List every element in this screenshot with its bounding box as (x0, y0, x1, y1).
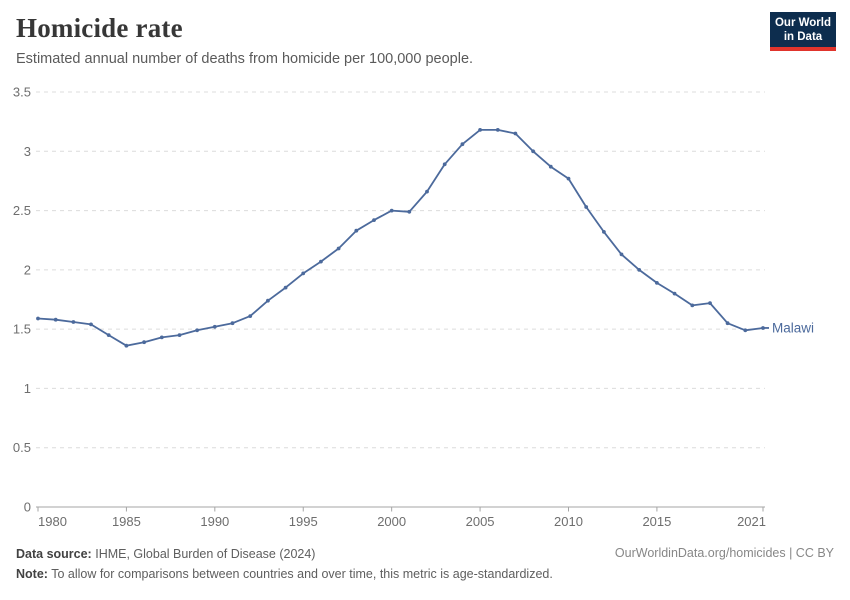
data-point (319, 259, 323, 264)
x-axis-tick-label: 1995 (289, 514, 318, 529)
data-point (372, 218, 376, 223)
data-point (266, 298, 270, 303)
data-point (513, 131, 518, 136)
data-point (743, 328, 748, 333)
y-axis-tick-label: 1 (24, 381, 31, 396)
page-title: Homicide rate (16, 13, 183, 43)
data-point (301, 271, 306, 276)
data-point (212, 324, 217, 329)
data-point (619, 252, 624, 257)
note-text: To allow for comparisons between countri… (51, 567, 553, 581)
data-point (637, 268, 642, 272)
data-point (36, 316, 40, 321)
owid-logo[interactable]: Our World in Data (770, 12, 836, 51)
data-point (708, 301, 712, 305)
data-point (71, 320, 76, 324)
data-point (336, 246, 341, 251)
data-point (248, 314, 253, 318)
note-label: Note: (16, 567, 48, 581)
data-point (89, 322, 93, 327)
footer-left: Data source: IHME, Global Burden of Dise… (16, 544, 553, 584)
data-point (142, 340, 147, 345)
data-point (124, 343, 129, 348)
owid-logo-line2: in Data (783, 31, 823, 43)
chart-subtitle: Estimated annual number of deaths from h… (16, 51, 474, 67)
owid-logo-line1: Our World (774, 17, 831, 29)
y-axis-tick-label: 0 (24, 500, 31, 515)
y-axis-tick-label: 1.5 (13, 322, 31, 337)
x-axis-tick-label: 1980 (38, 514, 67, 529)
x-axis-tick-label: 2005 (466, 514, 495, 529)
data-point (725, 321, 730, 326)
data-point (690, 303, 695, 308)
data-point (354, 228, 359, 233)
y-axis-tick-label: 2.5 (13, 203, 31, 218)
data-source-text: IHME, Global Burden of Disease (2024) (95, 547, 316, 561)
data-point (283, 285, 288, 290)
y-axis-tick-label: 3.5 (13, 85, 31, 100)
data-point (655, 281, 659, 285)
footer-link[interactable]: OurWorldinData.org/homicides | CC BY (614, 546, 834, 560)
data-point (159, 335, 164, 340)
x-axis-tick-label: 1985 (112, 514, 141, 529)
homicide-rate-line-chart: 0 0.5 1 1.5 2 2.5 3 3.5 1980 1985 1990 1995 2000 2005… (13, 85, 814, 530)
data-point (407, 209, 412, 214)
trend-line (37, 129, 764, 347)
x-axis-tick-label: 2021 (737, 514, 766, 529)
data-point (584, 205, 589, 209)
x-axis-tick-label: 2000 (377, 514, 406, 529)
data-point (495, 127, 500, 132)
data-point (389, 208, 394, 213)
data-point (672, 291, 677, 296)
entity-label-malawi: Malawi (772, 320, 814, 335)
data-point (53, 317, 58, 322)
y-axis-tick-label: 2 (24, 262, 31, 277)
data-point (442, 162, 447, 167)
data-point (195, 328, 200, 333)
x-axis-tick-label: 1990 (200, 514, 229, 529)
data-point (531, 149, 535, 154)
data-point (602, 230, 606, 234)
data-point (177, 333, 182, 337)
data-point (425, 189, 429, 194)
data-point (548, 164, 553, 169)
x-axis-tick-label: 2015 (642, 514, 671, 529)
data-point (106, 333, 111, 337)
data-point (460, 142, 465, 147)
data-point (478, 127, 482, 132)
x-axis-tick-label: 2010 (554, 514, 583, 529)
y-axis-tick-label: 0.5 (13, 440, 31, 455)
data-point (230, 321, 235, 326)
data-source-line: Data source: IHME, Global Burden of Dise… (16, 544, 553, 564)
note-line: Note: To allow for comparisons between c… (16, 564, 553, 584)
y-axis-tick-label: 3 (24, 144, 31, 159)
data-point (566, 176, 571, 181)
data-source-label: Data source: (16, 547, 92, 561)
